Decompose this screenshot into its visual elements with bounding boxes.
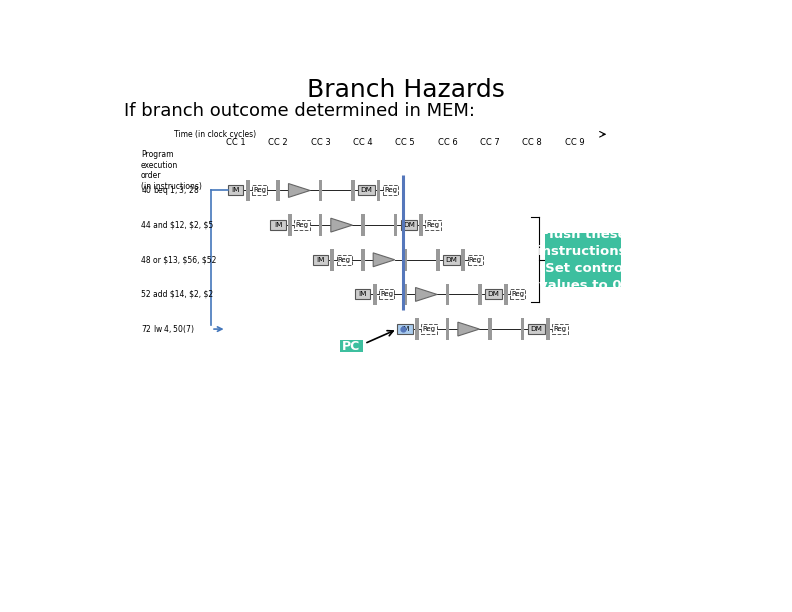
Bar <box>361 249 364 271</box>
Text: DM: DM <box>488 291 500 297</box>
Text: CC 3: CC 3 <box>310 138 330 147</box>
Polygon shape <box>458 322 479 336</box>
Text: Reg: Reg <box>554 326 566 332</box>
Text: CC 1: CC 1 <box>226 138 246 147</box>
Bar <box>461 249 465 271</box>
Bar <box>415 318 419 340</box>
Bar <box>252 185 267 195</box>
Text: CC 8: CC 8 <box>522 138 542 147</box>
Bar <box>313 255 328 265</box>
Text: If branch outcome determined in MEM:: If branch outcome determined in MEM: <box>124 102 475 120</box>
Bar <box>270 220 286 230</box>
Text: DM: DM <box>360 187 372 193</box>
Bar <box>355 289 371 299</box>
Text: Reg: Reg <box>295 222 308 228</box>
Text: Reg: Reg <box>469 257 482 263</box>
Text: CC 6: CC 6 <box>438 138 457 147</box>
Bar <box>295 220 310 230</box>
Text: Reg: Reg <box>380 291 393 297</box>
Bar <box>276 180 280 201</box>
Text: PC: PC <box>342 340 360 353</box>
Text: CC 5: CC 5 <box>395 138 415 147</box>
Bar <box>340 340 363 352</box>
Bar <box>436 249 440 271</box>
Text: Time (in clock cycles): Time (in clock cycles) <box>174 130 257 139</box>
Bar <box>446 283 449 305</box>
Bar <box>246 180 249 201</box>
Text: DM: DM <box>403 222 415 228</box>
Text: Program
execution
order
(in instructions): Program execution order (in instructions… <box>141 151 202 190</box>
Bar <box>337 255 352 265</box>
Bar <box>552 324 568 334</box>
Text: IM: IM <box>274 222 282 228</box>
Bar <box>358 185 375 195</box>
Text: Reg: Reg <box>422 326 436 332</box>
Bar <box>351 180 355 201</box>
Bar <box>504 283 508 305</box>
Text: CC 4: CC 4 <box>353 138 372 147</box>
Text: IM: IM <box>231 187 240 193</box>
Polygon shape <box>288 184 310 198</box>
Bar <box>419 214 423 236</box>
Bar <box>330 249 334 271</box>
Text: 44 and $12, $2, $5: 44 and $12, $2, $5 <box>141 221 213 230</box>
Text: 52 add $14, $2, $2: 52 add $14, $2, $2 <box>141 290 213 299</box>
Bar <box>467 255 483 265</box>
Bar <box>478 283 482 305</box>
Text: CC 7: CC 7 <box>480 138 500 147</box>
Bar <box>288 214 292 236</box>
Text: IM: IM <box>401 326 409 332</box>
Bar <box>361 214 364 236</box>
Text: CC 2: CC 2 <box>268 138 288 147</box>
Bar <box>421 324 436 334</box>
Bar <box>546 318 550 340</box>
Polygon shape <box>331 218 352 232</box>
Text: DM: DM <box>445 257 457 263</box>
Bar <box>403 249 407 271</box>
Bar <box>401 220 417 230</box>
Text: Branch Hazards: Branch Hazards <box>307 78 505 102</box>
Polygon shape <box>416 288 437 301</box>
Bar <box>379 289 394 299</box>
Bar <box>425 220 440 230</box>
Bar <box>228 185 243 195</box>
Bar <box>485 289 502 299</box>
Text: CC 9: CC 9 <box>565 138 584 147</box>
Bar <box>545 233 621 287</box>
Bar <box>510 289 525 299</box>
Bar <box>394 214 398 236</box>
Bar <box>527 324 545 334</box>
Text: 72 lw $4, 50($7): 72 lw $4, 50($7) <box>141 323 195 335</box>
Bar <box>446 318 449 340</box>
Text: Reg: Reg <box>426 222 440 228</box>
Bar <box>520 318 524 340</box>
Text: Flush these
instructions
(Set control
values to 0): Flush these instructions (Set control va… <box>539 228 628 292</box>
Bar <box>318 180 322 201</box>
Polygon shape <box>373 253 394 267</box>
Text: 48 or $13, $56, $52: 48 or $13, $56, $52 <box>141 255 216 264</box>
Bar <box>373 283 377 305</box>
Text: Reg: Reg <box>253 187 266 193</box>
Bar <box>318 214 322 236</box>
Bar <box>488 318 492 340</box>
Text: 40 beq $1, $3, 28: 40 beq $1, $3, 28 <box>141 184 200 197</box>
Text: IM: IM <box>359 291 367 297</box>
Bar <box>443 255 460 265</box>
Bar <box>377 180 380 201</box>
Text: IM: IM <box>316 257 325 263</box>
Text: Reg: Reg <box>384 187 397 193</box>
Bar <box>403 283 407 305</box>
Text: DM: DM <box>530 326 542 332</box>
Text: Reg: Reg <box>338 257 351 263</box>
Bar <box>398 324 413 334</box>
Text: Reg: Reg <box>511 291 524 297</box>
Bar <box>383 185 398 195</box>
